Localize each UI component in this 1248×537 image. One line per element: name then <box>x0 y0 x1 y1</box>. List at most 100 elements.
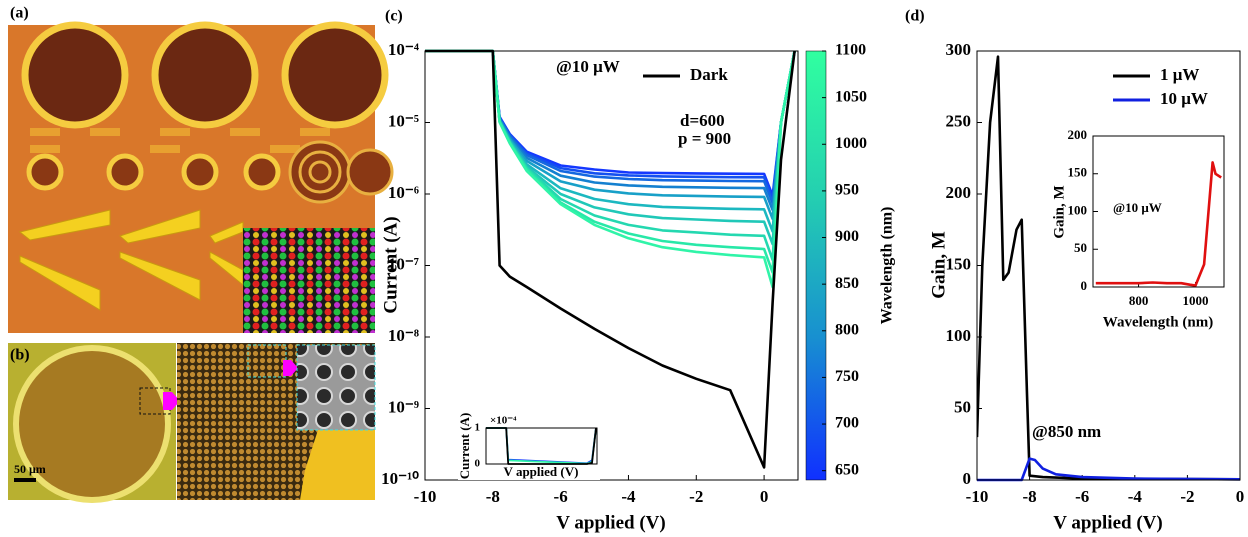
y-tick-label: 300 <box>946 40 972 59</box>
x-tick-label: -4 <box>1128 487 1143 506</box>
colorbar-tick-label: 950 <box>835 182 859 199</box>
data-line <box>425 49 796 221</box>
y-tick-label: 200 <box>946 183 972 202</box>
colorbar-tick-label: 1100 <box>835 42 866 59</box>
detector-disc <box>13 345 171 503</box>
legend-label: 1 μW <box>1160 65 1199 84</box>
x-tick-label: -2 <box>689 487 703 506</box>
annotation: d=600 <box>680 111 725 130</box>
data-line <box>425 49 796 233</box>
data-line <box>425 49 796 289</box>
y-tick-label: 0 <box>963 469 972 488</box>
x-tick-label: 800 <box>1129 293 1149 308</box>
metal-region <box>300 430 375 500</box>
x-tick-label: 0 <box>1236 487 1245 506</box>
annotation: @850 nm <box>1032 422 1101 441</box>
panel-label: (c) <box>385 8 403 25</box>
data-line <box>425 49 796 274</box>
colorbar-tick-label: 650 <box>835 461 859 478</box>
x-tick-label: -6 <box>554 487 568 506</box>
y-tick-label: 10⁻⁵ <box>388 111 419 130</box>
x-tick-label: 0 <box>760 487 769 506</box>
y-tick-label: 10⁻⁴ <box>388 40 419 59</box>
y-multiplier: ×10⁻⁴ <box>490 415 517 427</box>
plot-frame <box>1092 135 1225 288</box>
data-line <box>977 457 1240 482</box>
x-axis-label: V applied (V) <box>556 512 665 533</box>
panel-a-photo: (a) <box>8 5 394 333</box>
y-tick-label: 10⁻⁸ <box>388 326 419 345</box>
x-tick-label: -10 <box>966 487 989 506</box>
y-tick-label: 100 <box>946 326 972 345</box>
colorbar-tick-label: 800 <box>835 321 859 338</box>
plot-frame <box>976 50 1241 481</box>
plot-frame <box>485 427 598 465</box>
data-line <box>1095 161 1222 287</box>
y-tick-label: 150 <box>1068 165 1088 180</box>
y-tick-label: 0 <box>1081 278 1088 293</box>
plot-frame <box>424 50 799 481</box>
sem-inset <box>296 344 376 431</box>
x-tick-label: -8 <box>486 487 500 506</box>
colorbar-tick-label: 900 <box>835 228 859 245</box>
colorbar-tick-label: 750 <box>835 368 859 385</box>
legend-label: Dark <box>690 65 728 84</box>
colorbar-tick-label: 1050 <box>835 88 867 105</box>
y-tick-label: 10⁻⁶ <box>388 183 419 202</box>
panel-b-photo: 50 μm (b) <box>8 343 376 503</box>
legend-label: 10 μW <box>1160 89 1208 108</box>
x-tick-label: -2 <box>1180 487 1194 506</box>
target-detector <box>288 140 394 204</box>
inset-background <box>458 412 600 480</box>
arrow <box>163 392 180 410</box>
data-line <box>425 49 796 262</box>
y-tick-label: 10⁻¹⁰ <box>381 469 419 488</box>
colorbar <box>805 50 827 481</box>
colorbar-tick-label: 850 <box>835 275 859 292</box>
small-detectors <box>26 153 281 191</box>
data-line <box>425 49 796 469</box>
x-tick-label: -10 <box>414 487 437 506</box>
x-tick-label: -6 <box>1075 487 1089 506</box>
colorbar-tick-label: 700 <box>835 415 859 432</box>
y-tick-label: 1 <box>475 422 481 434</box>
colorbar-tick-label: 1000 <box>835 135 867 152</box>
panel-label: (d) <box>905 8 925 25</box>
y-tick-label: 100 <box>1068 202 1088 217</box>
panel-label: (a) <box>10 5 29 22</box>
annotation: @10 μW <box>556 57 620 76</box>
y-tick-label: 150 <box>946 254 972 273</box>
electrodes <box>18 209 244 311</box>
y-tick-label: 50 <box>954 397 971 416</box>
annotation: @10 μW <box>1113 200 1162 215</box>
x-axis-label: V applied (V) <box>504 464 579 479</box>
y-tick-label: 50 <box>1074 240 1087 255</box>
panel-label: (b) <box>10 347 30 364</box>
scale-label: 50 μm <box>14 462 46 476</box>
y-tick-label: 200 <box>1068 127 1088 142</box>
annotation: p = 900 <box>678 129 731 148</box>
y-tick-label: 10⁻⁷ <box>388 254 419 273</box>
y-axis-label: Current (A) <box>380 216 401 313</box>
large-detectors <box>21 21 389 129</box>
contact-pads <box>30 128 330 153</box>
colorbar-label: Wavelength (nm) <box>879 207 896 325</box>
y-tick-label: 10⁻⁹ <box>388 397 419 416</box>
x-axis-label: V applied (V) <box>1053 512 1162 533</box>
arrow <box>283 360 298 376</box>
y-tick-label: 0 <box>475 458 481 470</box>
inset-background <box>1046 118 1232 330</box>
y-axis-label: Gain, M <box>928 231 949 299</box>
scale-bar <box>14 478 36 482</box>
x-axis-label: Wavelength (nm) <box>1103 314 1213 330</box>
color-photo-inset <box>243 228 375 333</box>
y-tick-label: 250 <box>946 111 972 130</box>
x-tick-label: 1000 <box>1183 293 1209 308</box>
x-tick-label: -4 <box>621 487 636 506</box>
y-axis-label: Gain, M <box>1051 185 1067 238</box>
y-axis-label: Current (A) <box>457 413 472 480</box>
data-line <box>977 55 1240 481</box>
data-line <box>425 49 796 246</box>
